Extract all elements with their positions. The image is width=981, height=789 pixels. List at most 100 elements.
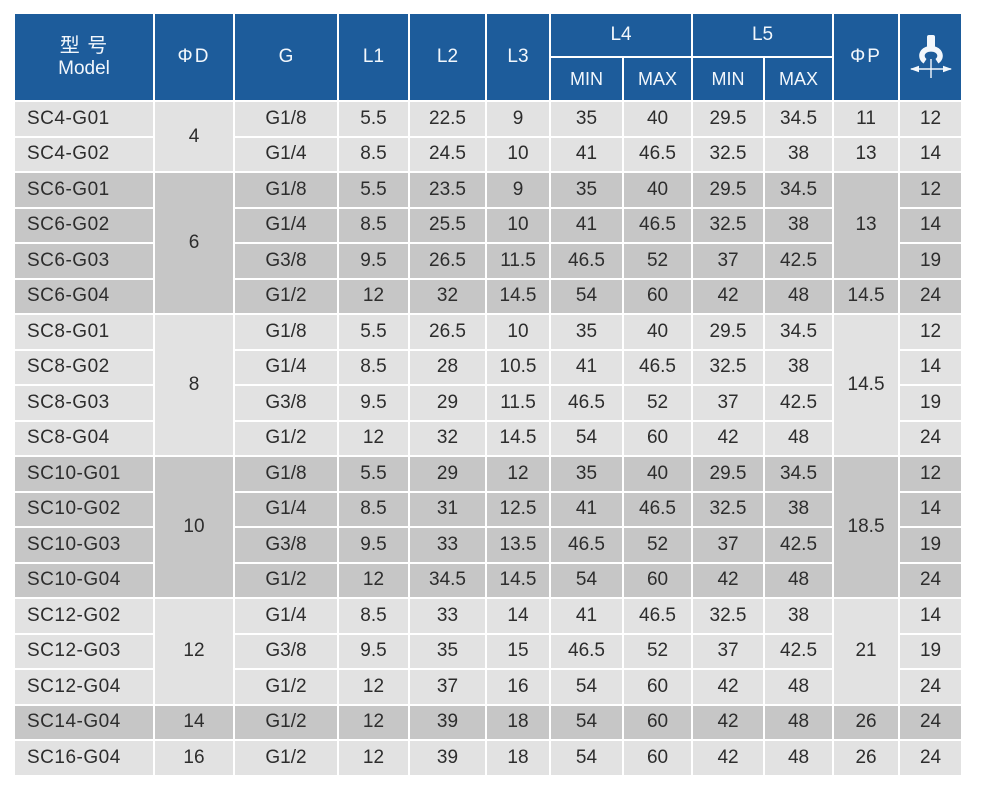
cell-phi-d: 16 <box>153 739 235 777</box>
col-header-l5-min: MIN <box>691 56 766 102</box>
cell-l1: 9.5 <box>337 526 410 564</box>
cell-model: SC10-G02 <box>13 490 155 528</box>
cell-g: G1/8 <box>233 100 339 138</box>
cell-wrench-size: 19 <box>898 384 964 422</box>
cell-l5-min: 29.5 <box>691 171 766 209</box>
table-row: SC16-G04 16 G1/2 12 39 18 54 60 42 48 26 24 <box>13 739 964 777</box>
cell-l5-min: 37 <box>691 242 766 280</box>
cell-g: G3/8 <box>233 384 339 422</box>
cell-l1: 9.5 <box>337 242 410 280</box>
cell-model: SC8-G04 <box>13 419 155 457</box>
cell-l4-min: 35 <box>549 171 624 209</box>
cell-phi-p: 13 <box>832 171 901 280</box>
cell-l4-min: 46.5 <box>549 632 624 670</box>
col-header-wrench <box>898 12 964 102</box>
cell-l5-max: 38 <box>763 490 835 528</box>
cell-model: SC6-G01 <box>13 171 155 209</box>
cell-l4-min: 41 <box>549 490 624 528</box>
cell-l2: 28 <box>408 348 487 386</box>
cell-l4-min: 54 <box>549 703 624 741</box>
cell-l2: 35 <box>408 632 487 670</box>
cell-l5-min: 32.5 <box>691 348 766 386</box>
cell-l5-max: 42.5 <box>763 242 835 280</box>
cell-model: SC8-G03 <box>13 384 155 422</box>
cell-l1: 8.5 <box>337 490 410 528</box>
cell-phi-p: 11 <box>832 100 901 138</box>
table-row: SC10-G01 10 G1/8 5.5 29 12 35 40 29.5 34.5 18.5 12 <box>13 455 964 599</box>
cell-l4-max: 46.5 <box>621 597 694 635</box>
cell-l1: 12 <box>337 703 410 741</box>
col-header-l5-max: MAX <box>763 56 835 102</box>
cell-l4-max: 40 <box>621 455 694 493</box>
cell-l4-min: 54 <box>549 668 624 706</box>
cell-g: G1/4 <box>233 597 339 635</box>
cell-l4-max: 60 <box>621 703 694 741</box>
cell-l5-max: 38 <box>763 597 835 635</box>
cell-phi-p: 18.5 <box>832 455 901 599</box>
cell-l3: 10 <box>485 135 551 173</box>
cell-wrench-size: 12 <box>898 313 964 351</box>
cell-l2: 37 <box>408 668 487 706</box>
cell-g: G1/4 <box>233 206 339 244</box>
cell-l5-max: 38 <box>763 206 835 244</box>
table-row: SC8-G03 G3/8 9.5 29 11.5 46.5 52 37 42.5 19 <box>13 384 964 422</box>
cell-l5-max: 42.5 <box>763 384 835 422</box>
wrench-size-icon <box>909 35 952 78</box>
cell-l4-min: 41 <box>549 597 624 635</box>
cell-model: SC14-G04 <box>13 703 155 741</box>
cell-l5-max: 38 <box>763 348 835 386</box>
cell-model: SC8-G01 <box>13 313 155 351</box>
cell-l2: 23.5 <box>408 171 487 209</box>
cell-l4-max: 40 <box>621 313 694 351</box>
col-header-l4-max: MAX <box>621 56 694 102</box>
cell-wrench-size: 14 <box>898 597 964 635</box>
cell-model: SC12-G04 <box>13 668 155 706</box>
cell-phi-d: 12 <box>153 597 235 706</box>
cell-l5-max: 42.5 <box>763 632 835 670</box>
cell-l4-min: 35 <box>549 455 624 493</box>
table-row: SC12-G02 12 G1/4 8.5 33 14 41 46.5 32.5 38 21 14 <box>13 597 964 706</box>
cell-l3: 18 <box>485 739 551 777</box>
col-header-phi-d: ΦD <box>153 12 235 102</box>
cell-l4-max: 46.5 <box>621 206 694 244</box>
cell-l5-min: 42 <box>691 277 766 315</box>
cell-wrench-size: 24 <box>898 419 964 457</box>
col-header-l5: L5 <box>691 12 835 58</box>
cell-g: G3/8 <box>233 526 339 564</box>
cell-model: SC6-G04 <box>13 277 155 315</box>
cell-l5-min: 42 <box>691 668 766 706</box>
cell-l5-min: 42 <box>691 739 766 777</box>
cell-model: SC8-G02 <box>13 348 155 386</box>
cell-l5-max: 48 <box>763 739 835 777</box>
col-header-model-en: Model <box>58 57 110 79</box>
cell-l5-max: 48 <box>763 703 835 741</box>
cell-l4-min: 35 <box>549 313 624 351</box>
spec-table: 型 号 Model ΦD G L1 L2 L3 L4 L5 ΦP <box>13 12 964 777</box>
cell-l1: 8.5 <box>337 597 410 635</box>
cell-wrench-size: 19 <box>898 632 964 670</box>
cell-l2: 32 <box>408 419 487 457</box>
cell-model: SC10-G04 <box>13 561 155 599</box>
cell-phi-p: 26 <box>832 703 901 741</box>
cell-l3: 10 <box>485 206 551 244</box>
cell-phi-d: 14 <box>153 703 235 741</box>
cell-l1: 8.5 <box>337 206 410 244</box>
cell-l4-max: 60 <box>621 668 694 706</box>
cell-l2: 29 <box>408 384 487 422</box>
cell-l5-min: 29.5 <box>691 313 766 351</box>
table-row: SC4-G01 4 G1/8 5.5 22.5 9 35 40 29.5 34.5 11 12 <box>13 100 964 173</box>
cell-l4-min: 46.5 <box>549 242 624 280</box>
cell-l1: 8.5 <box>337 348 410 386</box>
cell-wrench-size: 24 <box>898 703 964 741</box>
cell-l4-min: 35 <box>549 100 624 138</box>
table-row: SC4-G02 G1/4 8.5 24.5 10 41 46.5 32.5 38 13 14 <box>13 135 964 173</box>
col-header-phi-p: ΦP <box>832 12 901 102</box>
table-row: SC10-G02 G1/4 8.5 31 12.5 41 46.5 32.5 38 14 <box>13 490 964 528</box>
cell-l1: 9.5 <box>337 384 410 422</box>
cell-l5-min: 32.5 <box>691 135 766 173</box>
cell-phi-p: 21 <box>832 597 901 706</box>
cell-l4-max: 52 <box>621 526 694 564</box>
table-row: SC8-G04 G1/2 12 32 14.5 54 60 42 48 24 <box>13 419 964 457</box>
cell-l4-min: 46.5 <box>549 384 624 422</box>
cell-l2: 29 <box>408 455 487 493</box>
